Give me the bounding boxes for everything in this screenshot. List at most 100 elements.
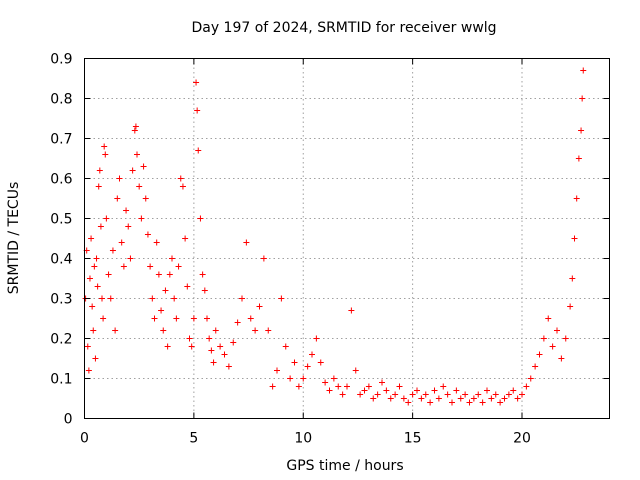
y-tick-label: 0: [64, 412, 73, 428]
data-point: [322, 379, 329, 386]
data-point: [453, 387, 460, 394]
data-point: [206, 335, 213, 342]
data-point: [282, 343, 289, 350]
data-point: [540, 335, 547, 342]
data-point: [88, 235, 95, 242]
data-point: [470, 395, 477, 402]
data-point: [144, 231, 151, 238]
data-point: [435, 395, 442, 402]
data-point: [256, 303, 263, 310]
x-tick-label: 5: [189, 431, 198, 447]
data-point: [558, 355, 565, 362]
data-point: [361, 387, 368, 394]
data-point: [89, 303, 96, 310]
data-point: [234, 319, 241, 326]
data-point: [554, 327, 560, 334]
data-point: [387, 395, 394, 402]
data-point: [484, 387, 490, 394]
data-point: [123, 207, 130, 214]
data-point: [99, 295, 105, 302]
data-point: [392, 391, 399, 398]
data-point: [96, 167, 103, 174]
data-point: [431, 387, 438, 394]
data-point: [131, 127, 138, 134]
data-point: [304, 363, 311, 370]
data-point: [247, 315, 254, 322]
data-point: [339, 391, 346, 398]
data-point: [291, 359, 298, 366]
data-point: [95, 183, 102, 190]
data-point: [97, 223, 104, 230]
y-tick-label: 0.2: [50, 332, 72, 348]
data-point: [519, 391, 525, 398]
data-point: [422, 391, 429, 398]
data-point: [186, 335, 193, 342]
data-point: [92, 355, 99, 362]
data-point: [352, 367, 359, 374]
data-point: [140, 163, 147, 170]
data-point: [107, 295, 114, 302]
data-point: [86, 275, 93, 282]
data-point: [230, 339, 237, 346]
y-tick-label: 0.6: [50, 172, 72, 188]
data-point: [136, 183, 143, 190]
data-point: [177, 175, 184, 182]
data-point: [149, 295, 156, 302]
data-point: [400, 395, 407, 402]
data-point: [100, 315, 107, 322]
data-point: [514, 395, 521, 402]
data-point: [90, 327, 97, 334]
data-point: [309, 351, 315, 358]
data-point: [418, 395, 425, 402]
data-point: [573, 195, 580, 202]
data-point: [134, 151, 140, 158]
data-point: [571, 235, 578, 242]
data-point: [221, 351, 228, 358]
data-point: [173, 315, 180, 322]
data-point: [210, 359, 217, 366]
data-point: [295, 383, 302, 390]
data-point: [252, 327, 259, 334]
x-tick-label: 20: [513, 431, 531, 447]
data-point: [155, 271, 162, 278]
data-point: [169, 255, 175, 262]
data-point: [184, 283, 191, 290]
x-tick-label: 10: [294, 431, 312, 447]
data-point: [269, 383, 276, 390]
data-point: [142, 195, 149, 202]
data-point: [151, 315, 158, 322]
data-point: [488, 395, 495, 402]
data-point: [335, 383, 342, 390]
x-tick-label: 0: [80, 431, 89, 447]
plot-frame: [84, 58, 610, 419]
data-point: [208, 347, 215, 354]
data-point: [118, 239, 125, 246]
data-point: [127, 255, 134, 262]
data-point: [379, 379, 385, 386]
data-point: [326, 387, 333, 394]
data-point: [545, 315, 552, 322]
data-point: [569, 275, 576, 282]
y-axis-label: SRMTID / TECUs: [6, 182, 22, 295]
data-point: [414, 387, 420, 394]
data-point: [195, 147, 202, 154]
data-point: [383, 387, 390, 394]
data-point: [239, 295, 245, 302]
data-point: [158, 307, 165, 314]
data-point: [179, 183, 186, 190]
data-point: [160, 327, 167, 334]
data-point: [313, 335, 320, 342]
data-point: [449, 399, 455, 406]
data-point: [409, 391, 416, 398]
data-point: [212, 327, 219, 334]
data-point: [243, 239, 250, 246]
data-point: [348, 307, 355, 314]
data-point: [370, 395, 377, 402]
data-point: [132, 123, 139, 130]
data-point: [330, 375, 337, 382]
data-point: [492, 391, 499, 398]
data-point: [101, 143, 108, 150]
axis-ticks: [84, 58, 610, 419]
data-point: [199, 271, 206, 278]
